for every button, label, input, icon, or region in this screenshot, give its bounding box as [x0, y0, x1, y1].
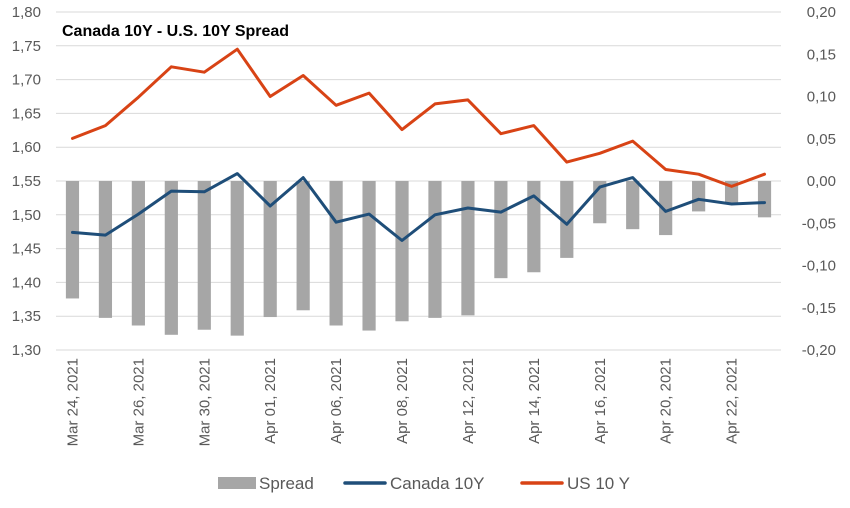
spread-bar	[296, 181, 310, 311]
right-axis-tick-label: -0,20	[802, 342, 836, 359]
left-axis-tick-label: 1,70	[12, 72, 41, 89]
legend-label-spread: Spread	[259, 474, 314, 493]
left-axis-tick-label: 1,60	[12, 139, 41, 156]
x-axis-tick-label: Apr 06, 2021	[328, 358, 345, 444]
spread-bar	[757, 181, 772, 218]
legend-label-canada-10y: Canada 10Y	[390, 474, 485, 493]
legend-label-us-10-y: US 10 Y	[567, 474, 630, 493]
spread-bar	[197, 181, 211, 330]
left-axis-tick-label: 1,40	[12, 274, 41, 291]
us-10-y-line	[71, 47, 766, 188]
left-axis-tick-label: 1,45	[12, 241, 41, 258]
chart-title: Canada 10Y - U.S. 10Y Spread	[62, 23, 289, 40]
spread-bar	[428, 181, 442, 318]
spread-bar	[461, 181, 475, 316]
right-axis-tick-label: 0,00	[807, 173, 836, 190]
series-lines	[71, 47, 766, 242]
spread-bar	[131, 181, 145, 326]
spread-bar	[659, 181, 673, 236]
spread-bar	[98, 181, 113, 318]
spread-bar	[692, 181, 706, 212]
left-axis-ticks: 1,30 1,35 1,40 1,45 1,50 1,55 1,60 1,65 1,70 1,75…	[12, 4, 41, 359]
canada-10y-line	[71, 172, 766, 242]
left-axis-tick-label: 1,35	[12, 308, 41, 325]
spread-bar	[560, 181, 574, 258]
x-axis-tick-label: Mar 30, 2021	[196, 358, 213, 446]
x-axis-tick-label: Apr 12, 2021	[460, 358, 477, 444]
spread-bar	[65, 181, 80, 299]
spread-bar	[362, 181, 376, 331]
x-axis-ticks: Mar 24, 2021 Mar 26, 2021 Mar 30, 2021 Apr …	[64, 358, 740, 446]
right-axis-tick-label: 0,15	[807, 46, 836, 63]
x-axis-tick-label: Apr 16, 2021	[592, 358, 609, 444]
spread-bar	[527, 181, 541, 273]
right-axis-tick-label: -0,05	[802, 215, 836, 232]
x-axis-tick-label: Apr 22, 2021	[724, 358, 741, 444]
x-axis-tick-label: Apr 08, 2021	[394, 358, 411, 444]
spread-bar	[626, 181, 640, 230]
right-axis-tick-label: 0,20	[807, 4, 836, 21]
left-axis-tick-label: 1,75	[12, 38, 41, 55]
spread-bar	[263, 181, 277, 318]
left-axis-tick-label: 1,80	[12, 4, 41, 21]
spread-bar	[329, 181, 343, 326]
legend-swatch-spread	[218, 477, 256, 489]
right-axis-tick-label: -0,15	[802, 300, 836, 317]
x-axis-tick-label: Apr 01, 2021	[262, 358, 279, 444]
x-axis-tick-label: Mar 24, 2021	[64, 358, 81, 446]
x-axis-tick-label: Apr 20, 2021	[658, 358, 675, 444]
right-axis-ticks: -0,20 -0,15 -0,10 -0,05 0,00 0,05 0,10 0,15 0,20	[802, 4, 836, 359]
spread-bar	[395, 181, 409, 322]
left-axis-tick-label: 1,30	[12, 342, 41, 359]
spread-bar	[164, 181, 178, 335]
spread-bar	[230, 181, 244, 336]
spread-bars	[65, 181, 772, 336]
legend: Spread Canada 10Y US 10 Y	[218, 474, 630, 493]
left-axis-tick-label: 1,55	[12, 173, 41, 190]
right-axis-tick-label: -0,10	[802, 258, 836, 275]
x-axis-tick-label: Mar 26, 2021	[130, 358, 147, 446]
left-axis-tick-label: 1,65	[12, 105, 41, 122]
right-axis-tick-label: 0,05	[807, 131, 836, 148]
left-axis-tick-label: 1,50	[12, 207, 41, 224]
right-axis-tick-label: 0,10	[807, 89, 836, 106]
spread-bar	[494, 181, 508, 279]
x-axis-tick-label: Apr 14, 2021	[526, 358, 543, 444]
